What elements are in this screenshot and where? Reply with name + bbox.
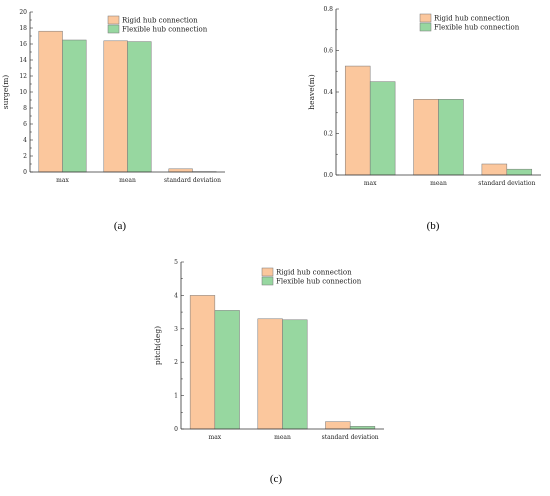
bar-flexible-max: [214, 310, 240, 430]
y-tick-label: 3: [174, 326, 178, 333]
legend-entry: Flexible hub connection: [122, 26, 208, 34]
bar-rigid-mean: [103, 40, 128, 173]
y-tick-label: 8: [23, 105, 27, 112]
y-tick-label: 14: [19, 57, 27, 64]
y-tick-label: 2: [23, 153, 27, 160]
legend-entry: Flexible hub connection: [434, 24, 520, 32]
y-tick-label: 12: [19, 73, 27, 80]
y-tick-label: 0.4: [323, 89, 333, 96]
panel-label: (b): [427, 220, 440, 232]
x-tick-label: mean: [119, 177, 136, 184]
legend-swatch-rigid: [107, 15, 120, 25]
y-tick-label: 0.8: [323, 6, 333, 13]
y-tick-label: 6: [23, 121, 27, 128]
bar-flexible-standard-deviation: [506, 168, 533, 176]
legend-entry: Rigid hub connection: [122, 17, 198, 25]
chart-panel-3: max mean standard deviation 0 1 2 3 4 5 pitch(deg…: [153, 259, 384, 485]
legend-swatch-rigid: [261, 267, 274, 277]
bar-flexible-standard-deviation: [349, 426, 376, 430]
y-tick-label: 0: [23, 169, 27, 176]
x-tick-label: mean: [274, 434, 291, 441]
bar-flexible-max: [62, 39, 87, 173]
legend-entry: Rigid hub connection: [434, 15, 510, 23]
legend-entry: Flexible hub connection: [276, 278, 362, 286]
chart-panel-1: max mean standard deviation 0 2 4 6 8 10 12 14 16 18…: [1, 9, 225, 232]
y-tick-label: 4: [23, 137, 27, 144]
legend-swatch-flexible: [107, 24, 120, 34]
x-tick-label: standard deviation: [322, 434, 379, 441]
chart-panel-2: max mean standard deviation 0.0 0.2 0.4 0.6 0.8…: [307, 6, 541, 232]
y-tick-label: 0.0: [323, 172, 333, 179]
x-tick-label: max: [364, 180, 377, 187]
panel-label: (c): [270, 473, 283, 485]
y-tick-label: 16: [19, 41, 27, 48]
bar-rigid-mean: [257, 318, 283, 430]
bar-flexible-max: [369, 81, 396, 176]
y-tick-label: 1: [174, 393, 178, 400]
bar-rigid-standard-deviation: [325, 421, 351, 430]
y-tick-label: 0.6: [323, 48, 333, 55]
x-tick-label: standard deviation: [164, 177, 221, 184]
bar-flexible-mean: [438, 99, 464, 176]
x-tick-label: max: [209, 434, 222, 441]
y-tick-label: 18: [19, 25, 27, 32]
bar-rigid-max: [344, 65, 371, 176]
y-tick-label: 4: [174, 292, 178, 299]
bar-rigid-max: [38, 30, 63, 173]
y-tick-label: 2: [174, 359, 178, 366]
bar-rigid-standard-deviation: [168, 168, 193, 173]
bar-flexible-mean: [282, 319, 308, 430]
y-tick-label: 0.2: [323, 131, 333, 138]
y-tick-label: 5: [174, 259, 178, 266]
y-axis-label: pitch(deg): [153, 326, 162, 365]
legend-entry: Rigid hub connection: [276, 269, 352, 277]
legend-swatch-flexible: [261, 276, 274, 286]
bar-flexible-mean: [127, 41, 152, 173]
y-tick-label: 20: [19, 9, 27, 16]
x-tick-label: mean: [430, 180, 447, 187]
y-tick-label: 10: [19, 89, 27, 96]
panel-label: (a): [114, 220, 127, 232]
y-axis-label: surge(m): [1, 75, 10, 110]
legend-swatch-rigid: [419, 13, 432, 23]
bar-rigid-mean: [413, 99, 439, 176]
x-tick-label: standard deviation: [478, 180, 535, 187]
y-axis-label: heave(m): [307, 74, 316, 109]
legend-swatch-flexible: [419, 22, 432, 32]
bar-rigid-standard-deviation: [481, 163, 508, 176]
y-tick-label: 0: [174, 426, 178, 433]
bar-rigid-max: [189, 295, 216, 430]
x-tick-label: max: [56, 177, 69, 184]
